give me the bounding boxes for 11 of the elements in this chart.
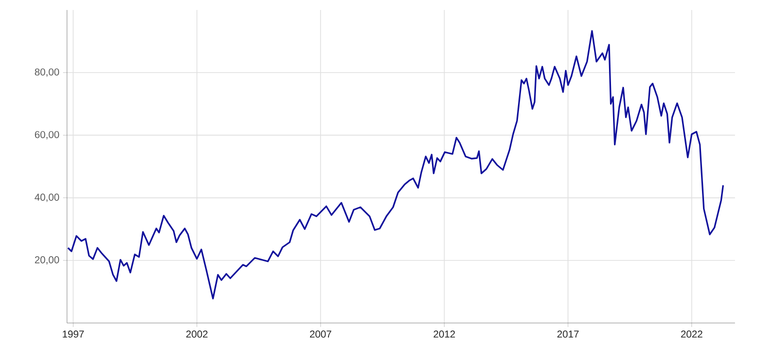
y-tick-label: 80,00 (34, 68, 60, 77)
x-tick-label: 2002 (186, 330, 208, 338)
x-tick-label: 1997 (62, 330, 84, 338)
x-tick-label: 2012 (434, 330, 455, 338)
x-tick-label: 2022 (681, 330, 702, 338)
y-tick-label: 20,00 (34, 256, 60, 265)
y-tick-label: 60,00 (34, 131, 60, 140)
y-tick-label: 40,00 (34, 194, 60, 202)
line-series (67, 30, 724, 300)
x-tick-label: 2007 (310, 330, 332, 338)
x-tick-label: 2017 (557, 330, 579, 338)
